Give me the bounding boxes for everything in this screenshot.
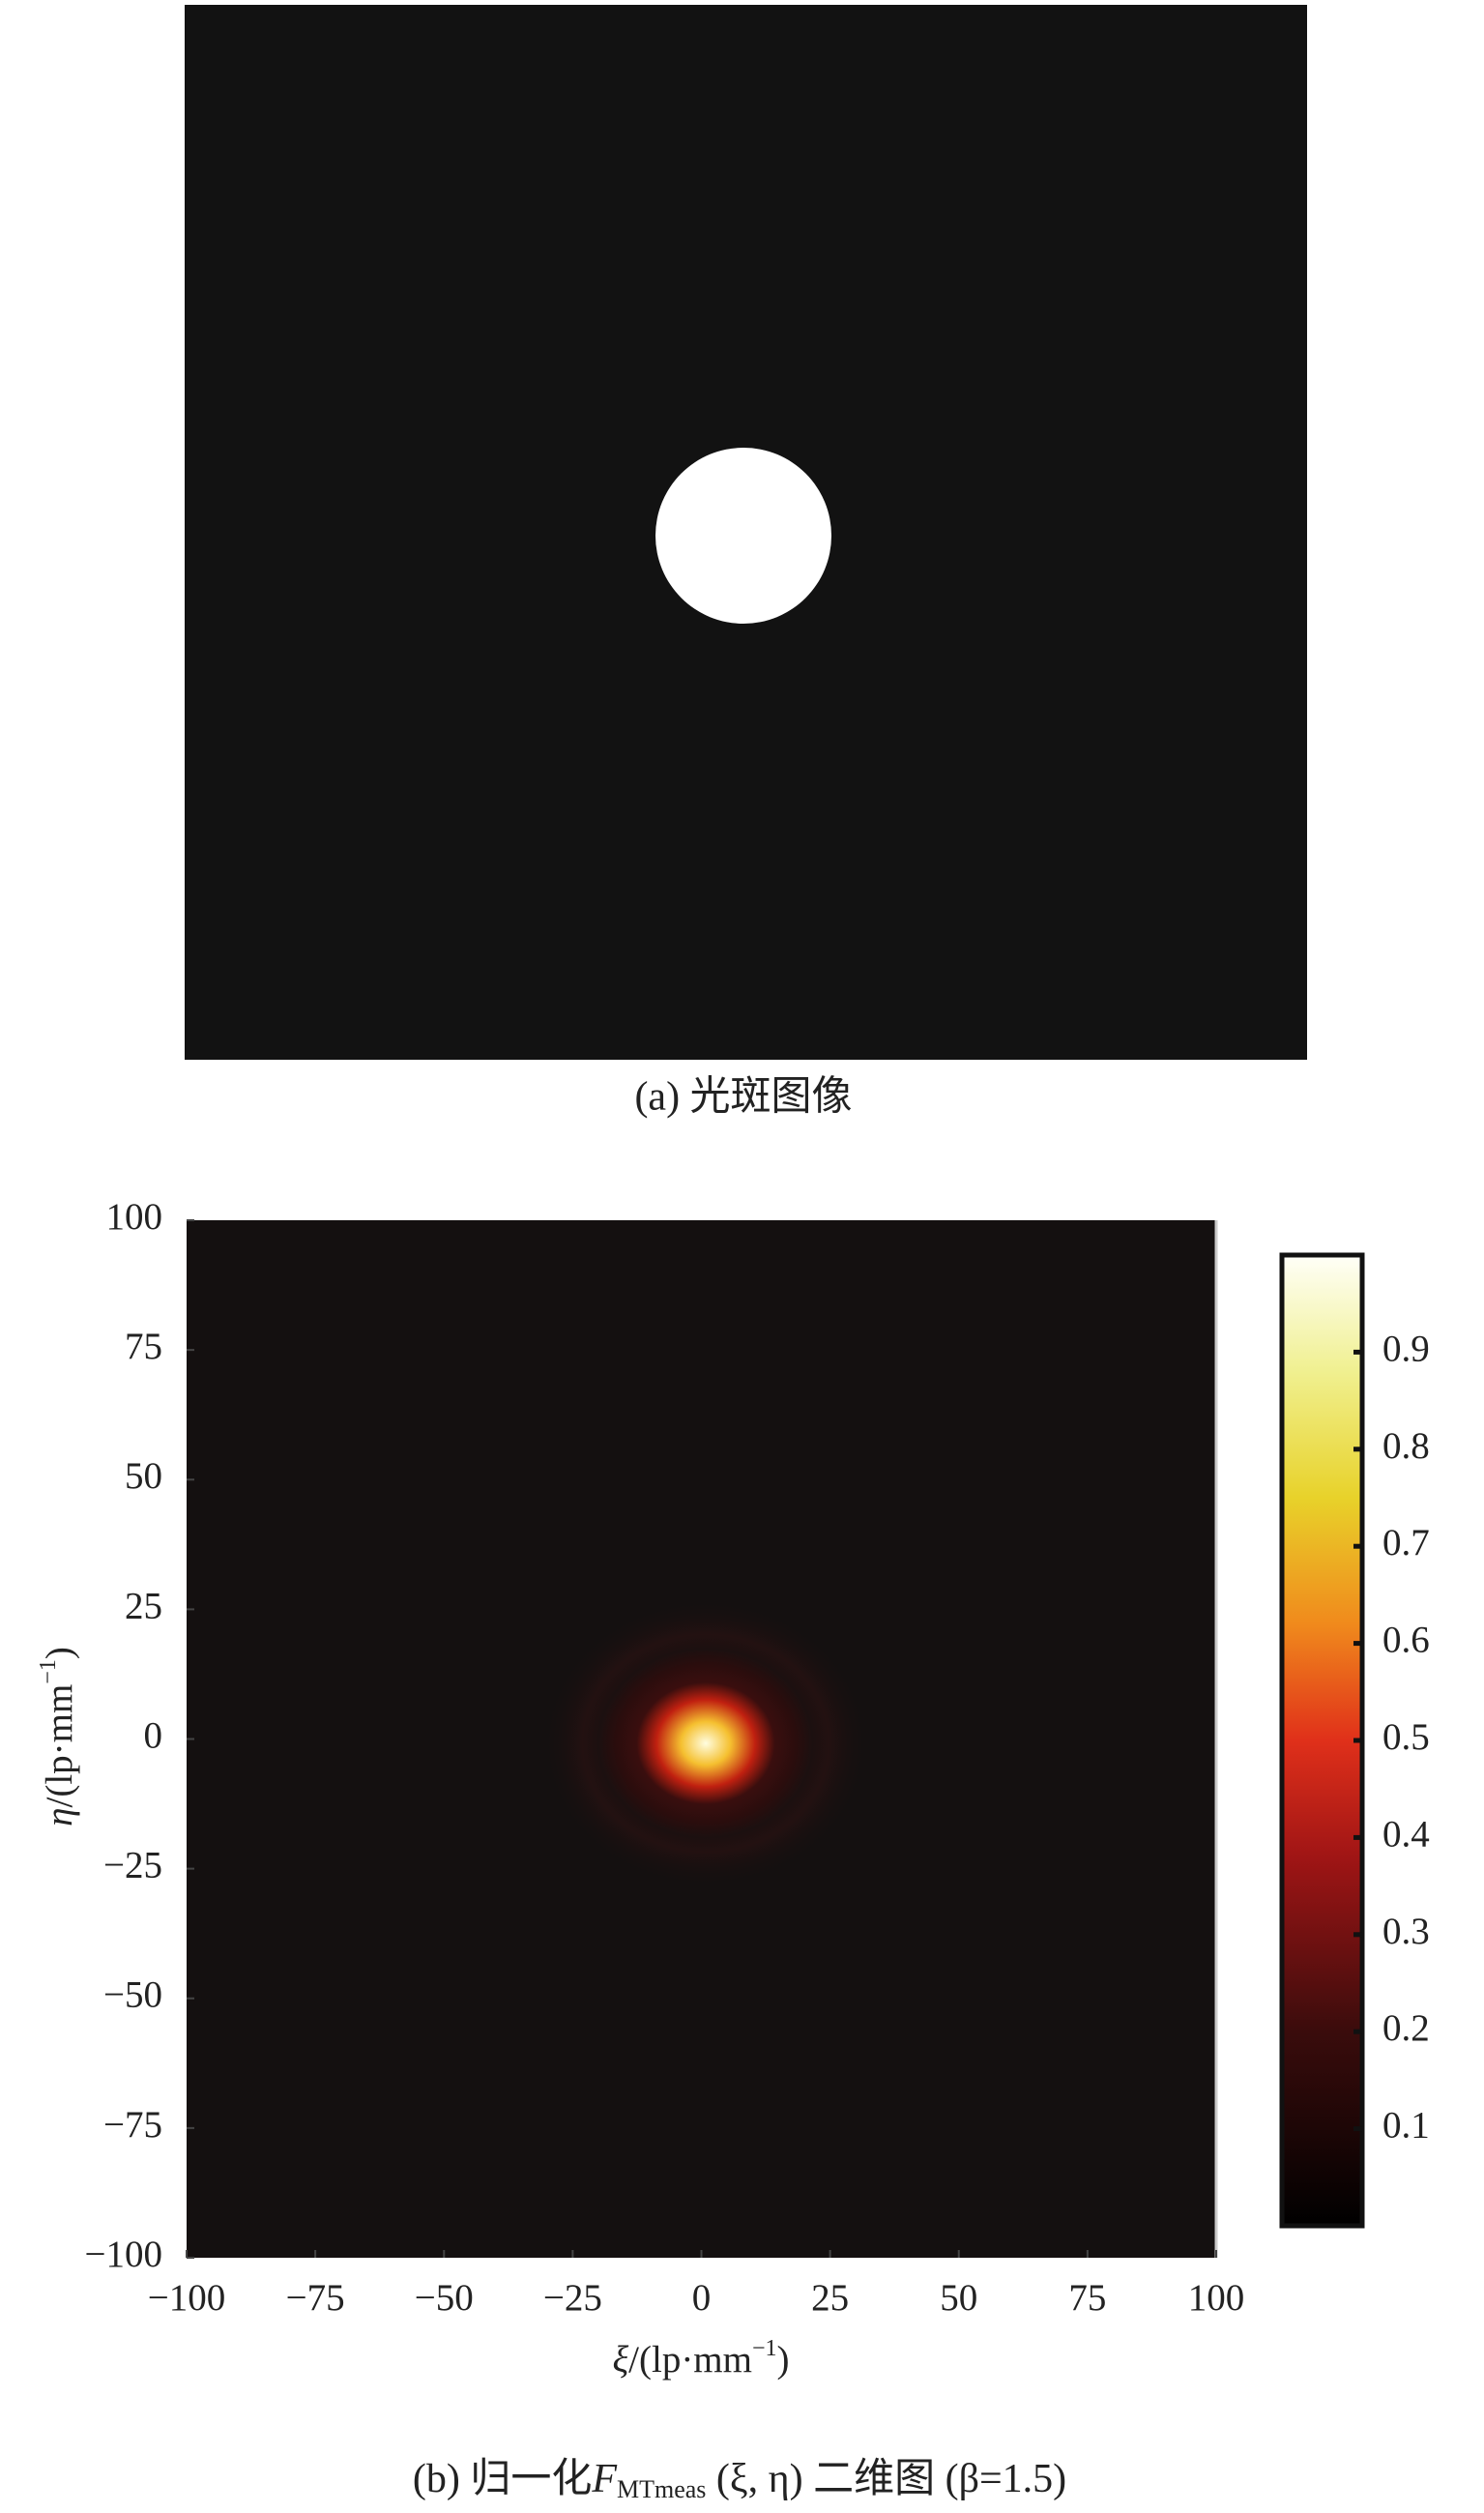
y-axis-label: η/(lp·mm−1): [36, 1647, 80, 1826]
colorbar-tick-label: 0.6: [1382, 1620, 1430, 1661]
y-label-close: ): [39, 1647, 80, 1659]
caption-symbol: F: [591, 2457, 617, 2501]
light-spot: [655, 448, 831, 624]
x-label-symbol: ξ: [612, 2339, 628, 2381]
colorbar-tick-label: 0.9: [1382, 1328, 1430, 1369]
y-tick-label: −75: [103, 2104, 162, 2146]
colorbar-tick-label: 0.3: [1382, 1911, 1430, 1952]
y-label-exponent: −1: [36, 1659, 61, 1684]
x-tick-label: 0: [692, 2277, 712, 2319]
x-tick-label: −75: [286, 2277, 345, 2319]
caption-subscript: MTmeas: [617, 2475, 706, 2503]
colorbar-tick-label: 0.5: [1382, 1716, 1430, 1758]
y-tick-label: −100: [85, 2234, 163, 2275]
y-tick-label: 25: [125, 1585, 162, 1626]
x-tick-label: 75: [1068, 2277, 1106, 2319]
caption-suffix: (ξ, η) 二维图 (β=1.5): [706, 2457, 1066, 2501]
x-tick-label: 50: [940, 2277, 977, 2319]
y-tick-label: −50: [103, 1974, 162, 2016]
y-label-unit: /(lp·mm: [39, 1684, 80, 1808]
x-axis-label: ξ/(lp·mm−1): [612, 2336, 789, 2381]
colorbar-tick-label: 0.8: [1382, 1425, 1430, 1467]
caption-a: (a) 光斑图像: [634, 1075, 852, 1120]
colorbar-tick-label: 0.2: [1382, 2007, 1430, 2049]
x-tick-label: 25: [811, 2277, 849, 2319]
caption-prefix: (b) 归一化: [413, 2457, 592, 2501]
x-tick-label: 100: [1188, 2277, 1245, 2319]
x-tick-label: −100: [148, 2277, 226, 2319]
x-label-close: ): [777, 2339, 790, 2381]
heatmap-spot: [541, 1598, 870, 1888]
y-tick-label: 50: [125, 1455, 162, 1497]
colorbar-tick-label: 0.1: [1382, 2105, 1430, 2147]
y-tick-label: 100: [106, 1196, 163, 1238]
x-label-unit: /(lp·mm: [628, 2339, 752, 2381]
caption-b: (b) 归一化FMTmeas (ξ, η) 二维图 (β=1.5): [413, 2457, 1066, 2503]
x-tick-label: −50: [415, 2277, 474, 2319]
y-tick-label: 0: [144, 1714, 163, 1756]
colorbar-tick-label: 0.4: [1382, 1813, 1430, 1855]
colorbar: [1279, 1252, 1365, 2229]
y-label-symbol: η: [39, 1808, 80, 1826]
x-tick-label: −25: [543, 2277, 602, 2319]
y-tick-label: −25: [103, 1845, 162, 1886]
colorbar-tick-label: 0.7: [1382, 1522, 1430, 1563]
x-label-exponent: −1: [752, 2336, 777, 2361]
heatmap-plot: [187, 1220, 1218, 2258]
y-tick-label: 75: [125, 1326, 162, 1367]
